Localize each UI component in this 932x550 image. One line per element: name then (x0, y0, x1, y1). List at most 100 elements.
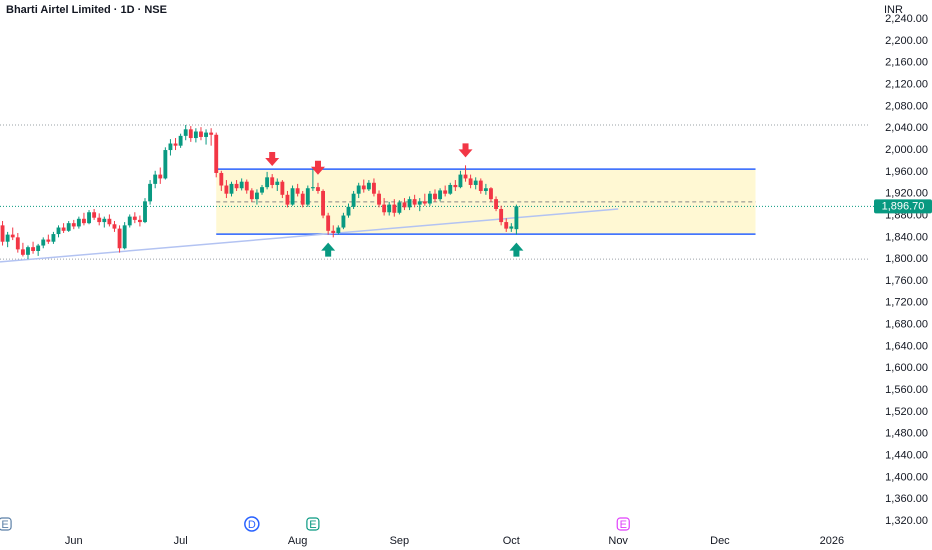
candle-body (316, 187, 320, 191)
y-tick-label: 1,320.00 (885, 515, 928, 527)
candle-body (71, 223, 76, 227)
candle-body (402, 202, 407, 208)
candle-body (326, 215, 331, 231)
candle-body (341, 215, 346, 228)
candle-body (153, 174, 158, 184)
candle-body (254, 192, 259, 200)
candle-body (87, 212, 91, 224)
candle-body (509, 226, 514, 229)
candle-body (102, 218, 107, 223)
candle-body (417, 201, 422, 205)
candle-body (351, 193, 356, 207)
y-tick-label: 2,200.00 (885, 35, 928, 47)
candle-body (443, 190, 448, 194)
candle-body (346, 206, 351, 216)
y-tick-label: 1,720.00 (885, 297, 928, 309)
candle-body (331, 230, 336, 233)
event-label: E (620, 519, 627, 531)
y-tick-label: 2,080.00 (885, 100, 928, 112)
candle-body (448, 184, 453, 194)
candle-body (366, 182, 371, 190)
candle-body (51, 234, 56, 242)
event-badge (244, 516, 260, 532)
candle-body (132, 216, 137, 220)
candle-body (478, 180, 483, 191)
x-tick-label: Jun (65, 535, 83, 547)
candle-body (20, 249, 25, 255)
y-tick-label: 2,240.00 (885, 13, 928, 25)
candle-body (310, 187, 315, 189)
candle-body (97, 217, 102, 223)
chart-title: Bharti Airtel Limited · 1D · NSE (6, 4, 167, 16)
event-label: E (309, 519, 316, 531)
y-tick-label: 1,760.00 (885, 275, 928, 287)
candle-body (504, 222, 509, 229)
resistance-arrow (310, 160, 325, 175)
candle-body (458, 174, 463, 188)
candle-body (31, 247, 36, 251)
candle-body (244, 181, 249, 191)
candle-body (260, 187, 264, 193)
candle-body (214, 134, 219, 173)
y-tick-label: 1,600.00 (885, 362, 928, 374)
candle-body (193, 131, 198, 139)
candle-body (122, 225, 127, 249)
event-badge (616, 517, 630, 531)
y-tick-label: 1,960.00 (885, 166, 928, 178)
candle-body (285, 194, 290, 205)
candle-body (361, 185, 366, 190)
x-tick-label: Sep (390, 535, 410, 547)
candle-body (468, 178, 473, 185)
candle-body (76, 218, 81, 227)
y-tick-label: 1,520.00 (885, 406, 928, 418)
candle-body (219, 172, 224, 186)
last-price-label: 1,896.70 (882, 200, 925, 212)
candle-body (36, 245, 41, 251)
y-tick-label: 2,040.00 (885, 122, 928, 134)
candle-body (112, 224, 117, 229)
y-tick-label: 1,560.00 (885, 384, 928, 396)
y-tick-label: 1,800.00 (885, 253, 928, 265)
candle-body (356, 185, 361, 194)
candle-body (336, 227, 341, 233)
candle-body (61, 227, 66, 231)
y-tick-label: 1,440.00 (885, 450, 928, 462)
candle-body (178, 135, 183, 146)
candle-body (92, 212, 97, 218)
candle-body (234, 183, 239, 189)
candle-body (158, 174, 163, 179)
candle-body (422, 201, 427, 204)
resistance-arrow (265, 152, 280, 167)
candle-body (427, 193, 432, 204)
candle-body (143, 201, 147, 223)
candle-body (514, 206, 519, 230)
y-tick-label: 1,400.00 (885, 471, 928, 483)
candle-body (173, 143, 178, 146)
x-tick-label: Dec (710, 535, 730, 547)
y-tick-label: 1,480.00 (885, 428, 928, 440)
candle-body (224, 185, 229, 194)
candle-body (412, 199, 417, 205)
candle-body (453, 184, 458, 188)
candle-body (127, 216, 132, 226)
candle-body (290, 188, 295, 205)
candle-body (377, 193, 381, 205)
candle-body (392, 204, 397, 213)
event-badge (306, 517, 320, 531)
candle-body (183, 129, 188, 136)
candle-body (249, 190, 254, 200)
candle-body (66, 223, 71, 231)
candle-body (209, 132, 214, 135)
y-tick-label: 2,120.00 (885, 78, 928, 90)
y-tick-label: 2,160.00 (885, 57, 928, 69)
candle-body (321, 190, 326, 216)
last-price-box (874, 199, 932, 214)
candle-body (46, 239, 51, 242)
candle-body (407, 199, 412, 208)
x-tick-label: Nov (608, 535, 628, 547)
y-tick-label: 1,920.00 (885, 188, 928, 200)
candle-body (433, 193, 437, 200)
y-tick-label: 2,000.00 (885, 144, 928, 156)
candle-body (382, 204, 387, 213)
